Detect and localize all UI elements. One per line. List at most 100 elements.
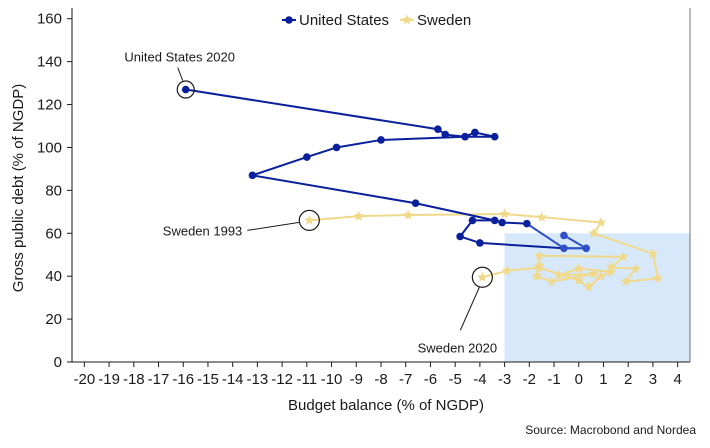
united-states-point — [523, 219, 531, 228]
x-tick-label: -2 — [523, 371, 536, 388]
united-states-point — [461, 132, 469, 141]
united-states-point — [441, 130, 450, 139]
y-tick-label: 40 — [45, 268, 62, 285]
united-states-point — [377, 136, 385, 144]
x-tick-label: 1 — [599, 371, 607, 388]
y-tick-label: 160 — [37, 11, 62, 28]
x-tick-label: -14 — [222, 371, 244, 388]
sweden-point — [588, 268, 599, 279]
x-tick-label: -9 — [350, 371, 363, 388]
x-tick-label: 4 — [673, 371, 681, 388]
x-tick-label: -8 — [374, 371, 387, 388]
legend-label: United States — [299, 12, 389, 29]
sweden-point — [534, 262, 545, 272]
annotation-circle — [176, 80, 195, 99]
y-tick-label: 0 — [54, 354, 62, 371]
y-tick-label: 140 — [37, 54, 62, 71]
sweden-point — [630, 263, 641, 274]
sweden-point — [477, 271, 488, 282]
sweden-point — [403, 209, 414, 220]
x-tick-label: -13 — [247, 371, 269, 388]
united-states-point — [456, 232, 464, 241]
united-states-point — [411, 199, 420, 208]
x-tick-label: -10 — [321, 371, 343, 388]
x-tick-label: -15 — [197, 371, 219, 388]
annotations: United States 2020 Sweden 1993 Sweden 2020 — [124, 50, 497, 356]
legend-swatch-marker — [401, 14, 413, 25]
united-states-point — [490, 216, 499, 225]
y-axis-title: Gross public debt (% of NGDP) — [10, 84, 27, 292]
united-states-point — [498, 218, 506, 227]
annotation-circle — [298, 209, 320, 231]
sweden-point — [536, 211, 547, 222]
sweden-point — [534, 250, 545, 261]
x-tick-label: -19 — [98, 371, 120, 388]
shaded-region-layer — [504, 233, 690, 362]
x-tick-label: -11 — [297, 371, 318, 388]
united-states-point — [490, 132, 499, 141]
x-tick-label: -3 — [498, 371, 511, 388]
sweden-point — [573, 263, 584, 274]
united-states-line — [185, 88, 527, 225]
annotation-leader — [459, 287, 480, 331]
series-sweden — [304, 208, 664, 292]
series-united-states — [181, 85, 590, 253]
united-states-point — [471, 128, 479, 137]
x-axis-title: Budget balance (% of NGDP) — [288, 397, 484, 414]
legend-label: Sweden — [417, 12, 471, 29]
sweden-point — [583, 281, 594, 292]
y-tick-label: 100 — [37, 139, 62, 156]
annotation-label: United States 2020 — [124, 50, 235, 65]
x-tick-label: -6 — [424, 371, 437, 388]
sweden-point — [546, 276, 557, 286]
legend: United States Sweden — [282, 12, 471, 29]
axis-titles: Budget balance (% of NGDP) Gross public … — [10, 84, 484, 414]
sweden-point — [573, 275, 584, 285]
sweden-point — [553, 269, 565, 280]
annotation-label: Sweden 1993 — [163, 223, 243, 238]
x-tick-label: -17 — [148, 371, 170, 388]
united-states-point — [468, 216, 477, 225]
x-tick-label: -18 — [123, 371, 145, 388]
x-tick-label: -5 — [448, 371, 461, 388]
x-tick-label: -7 — [399, 371, 412, 388]
annotation-circle — [471, 266, 493, 288]
united-states-point — [560, 231, 568, 240]
axes: -20 -19 -18 -17 -16 -15 -14 -13 -12 -11 -10 -9 -8 -7-… — [37, 8, 691, 388]
x-tick-label: -16 — [172, 371, 194, 388]
united-states-point — [434, 125, 442, 134]
united-states-point — [582, 244, 590, 253]
x-tick-label: -1 — [547, 371, 560, 388]
united-states-point — [248, 171, 257, 180]
sweden-point — [647, 248, 659, 259]
sweden-point — [652, 272, 664, 283]
annotation-leader — [247, 221, 300, 231]
annotation-leader — [177, 67, 184, 81]
united-states-point — [332, 143, 341, 152]
x-tick-label: -20 — [74, 371, 96, 388]
united-states-point — [181, 85, 190, 94]
x-tick-label: 0 — [575, 371, 583, 388]
sweden-point — [353, 210, 364, 221]
sweden-point — [605, 266, 617, 277]
y-tick-label: 80 — [45, 182, 62, 199]
shaded-region — [504, 233, 690, 362]
sweden-point — [620, 276, 631, 286]
sweden-point — [595, 270, 607, 281]
sweden-point — [618, 251, 629, 262]
annotation-label: Sweden 2020 — [418, 340, 498, 355]
x-tick-label: 3 — [649, 371, 657, 388]
sweden-point — [501, 265, 513, 276]
united-states-point — [303, 153, 311, 161]
y-tick-label: 20 — [45, 311, 62, 328]
sweden-point — [588, 227, 599, 238]
sweden-point — [531, 270, 542, 281]
y-tick-label: 60 — [45, 225, 62, 242]
united-states-point — [476, 239, 484, 247]
sweden-point — [595, 217, 607, 227]
sweden-point — [499, 208, 510, 219]
source-note: Source: Macrobond and Nordea — [525, 423, 696, 437]
united-states-point — [560, 244, 568, 253]
x-tick-label: -12 — [271, 371, 293, 388]
